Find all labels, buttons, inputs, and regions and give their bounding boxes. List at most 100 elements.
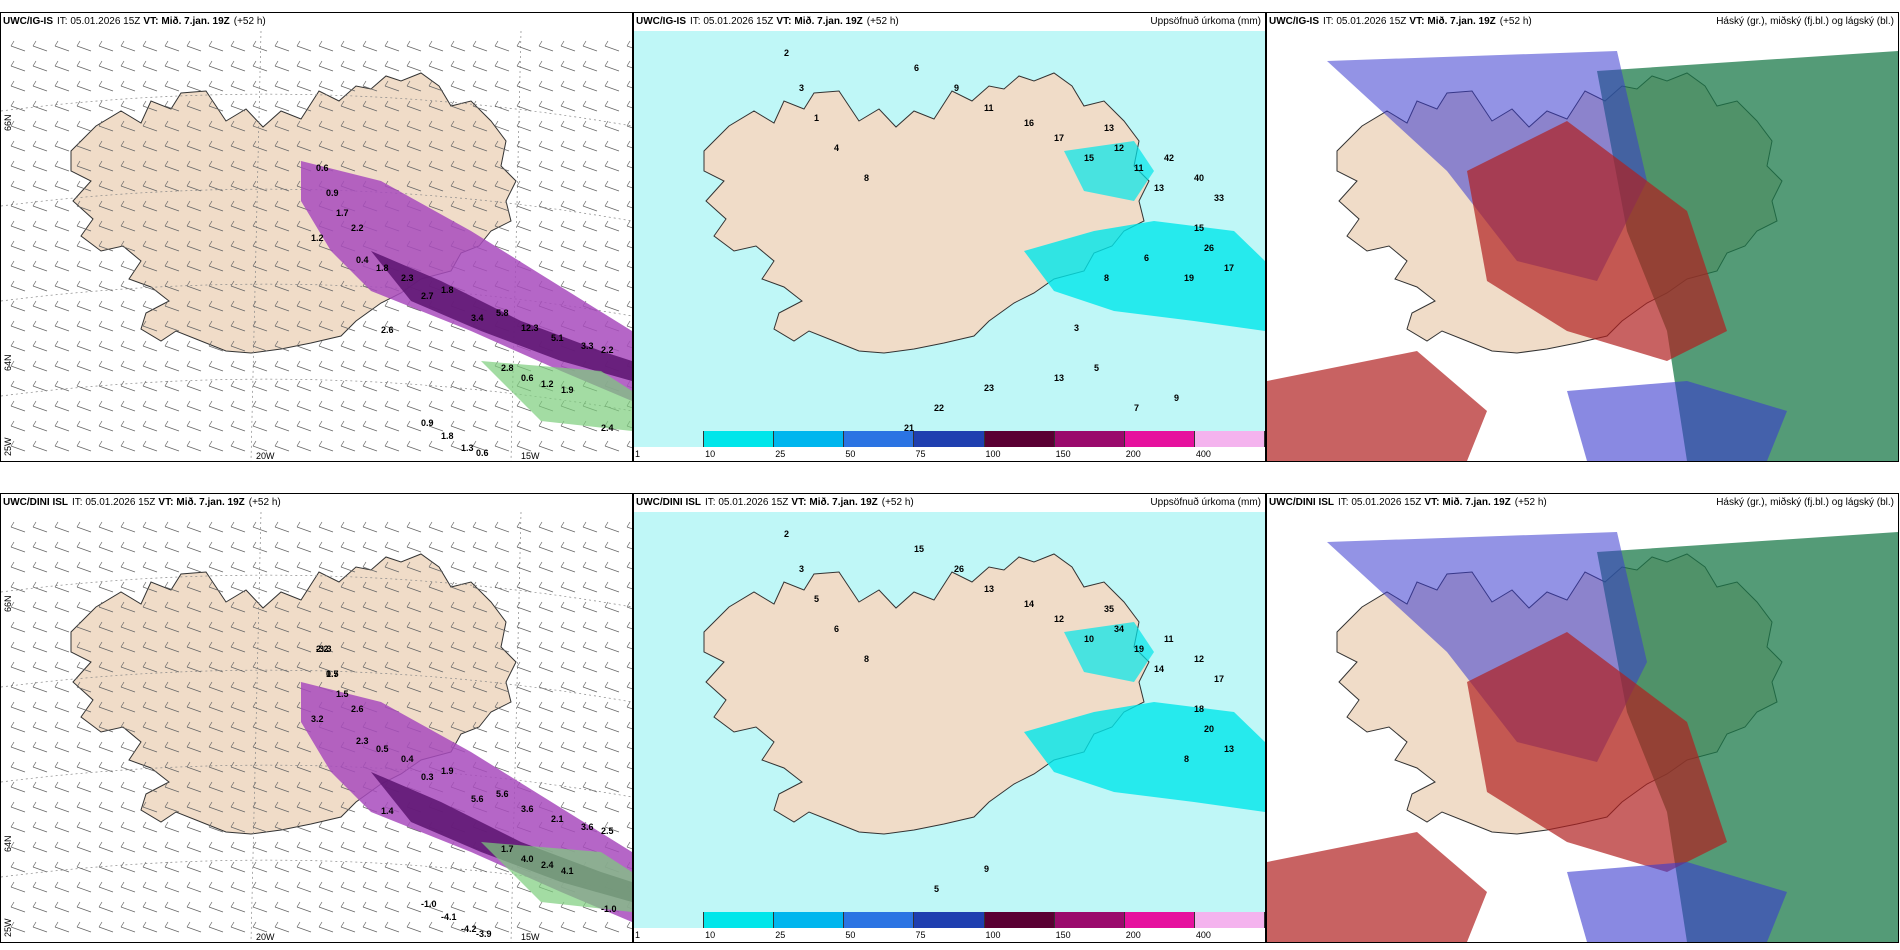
wind-barb-staff	[582, 786, 598, 793]
precip-value-label: 1	[814, 113, 819, 123]
wind-barb	[230, 621, 246, 633]
wind-barb-feather	[318, 661, 323, 668]
wind-barb-feather	[98, 721, 103, 728]
wind-barb-staff	[428, 145, 444, 152]
wind-barb-staff	[560, 706, 576, 713]
wind-barb-staff	[384, 546, 400, 553]
wind-barb	[516, 180, 532, 192]
wind-barb-staff	[450, 666, 466, 673]
wind-barb-staff	[98, 626, 114, 633]
wind-barb-staff	[76, 806, 92, 813]
wind-barb-staff	[604, 445, 620, 452]
wind-barb	[142, 120, 158, 132]
wind-barb	[252, 100, 268, 112]
colorbar-label: 200	[1125, 930, 1141, 940]
wind-barb	[626, 160, 632, 169]
precip-value-label: 13	[1054, 373, 1064, 383]
wind-barb	[318, 40, 334, 52]
wind-barb	[164, 80, 180, 92]
wind-barb-staff	[98, 726, 114, 733]
wind-barb-feather	[98, 380, 103, 387]
wind-barb	[538, 781, 554, 793]
wind-barb-feather	[164, 100, 169, 107]
wind-barb	[604, 821, 620, 833]
wind-barb-staff	[208, 145, 224, 152]
wind-barb-feather	[76, 541, 81, 548]
wind-barb	[208, 400, 224, 412]
wind-barb-staff	[164, 666, 180, 673]
wind-barb	[186, 681, 202, 693]
wind-barb-staff	[516, 906, 532, 913]
wind-barb-feather	[318, 901, 323, 908]
cloud-high	[1597, 51, 1898, 461]
wind-barb-feather	[582, 761, 587, 768]
wind-barb	[472, 380, 488, 392]
wind-barb-staff	[340, 626, 356, 633]
wind-barb	[76, 621, 92, 633]
wind-barb-feather	[318, 581, 323, 588]
precip-value-label: 0.7	[326, 669, 339, 679]
wind-barb	[274, 741, 290, 753]
wind-barb-feather	[230, 280, 235, 287]
wind-barb-feather	[340, 380, 345, 387]
wind-barb	[98, 821, 114, 833]
wind-barb-feather	[230, 801, 235, 808]
wind-barb-feather	[274, 601, 279, 608]
wind-barb-staff	[142, 606, 158, 613]
wind-barb-feather	[626, 561, 631, 568]
wind-barb	[626, 300, 632, 309]
wind-barb	[494, 140, 510, 152]
wind-barb-staff	[164, 205, 180, 212]
wind-barb-staff	[252, 245, 268, 252]
wind-barb	[604, 721, 620, 733]
wind-barb	[384, 681, 400, 693]
wind-barb-feather	[10, 40, 15, 47]
colorbar-swatch	[984, 912, 1055, 928]
wind-barb	[384, 561, 400, 573]
wind-barb-staff	[208, 405, 224, 412]
wind-barb	[120, 220, 136, 232]
wind-barb-feather	[208, 400, 213, 407]
wind-barb	[76, 120, 92, 132]
wind-barb	[274, 921, 290, 933]
precip-value-label: 8	[864, 173, 869, 183]
wind-barb	[142, 541, 158, 553]
wind-barb-feather	[32, 320, 37, 327]
wind-barb	[230, 901, 246, 913]
wind-barb-feather	[296, 921, 301, 928]
wind-barb	[472, 701, 488, 713]
wind-barb-staff	[296, 445, 312, 452]
wind-barb-feather	[76, 741, 81, 748]
wind-barb-feather	[208, 80, 213, 87]
wind-barb-feather	[10, 280, 15, 287]
wind-barb-staff	[142, 766, 158, 773]
wind-barb-feather	[98, 681, 103, 688]
wind-barb-feather	[54, 921, 59, 928]
precip-panel-bottom: UWC/DINI ISL IT: 05.01.2026 15Z VT: Mið. 7.…	[633, 493, 1266, 943]
wind-barb-feather	[428, 200, 433, 207]
wind-barb	[538, 701, 554, 713]
wind-barb	[450, 661, 466, 673]
wind-barb-feather	[406, 320, 411, 327]
wind-barb-staff	[472, 746, 488, 753]
wind-barb-feather	[120, 400, 125, 407]
precip-value-label: 2	[784, 48, 789, 58]
wind-barb	[362, 521, 378, 533]
wind-barb	[186, 140, 202, 152]
wind-barb-staff	[230, 566, 246, 573]
wind-barb	[384, 160, 400, 172]
wind-barb-feather	[362, 521, 367, 528]
wind-barb	[230, 60, 246, 72]
wind-barb	[362, 40, 378, 52]
wind-barb-feather	[10, 120, 15, 127]
wind-barb-feather	[362, 621, 367, 628]
wind-barb-staff	[560, 686, 576, 693]
wind-barb-staff	[516, 105, 532, 112]
wind-barb-staff	[626, 265, 632, 269]
wind-barb	[582, 60, 598, 72]
wind-barb-feather	[120, 541, 125, 548]
wind-barb-feather	[604, 581, 609, 588]
wind-barb	[384, 300, 400, 312]
wind-barb-feather	[120, 761, 125, 768]
wind-barb-staff	[340, 906, 356, 913]
